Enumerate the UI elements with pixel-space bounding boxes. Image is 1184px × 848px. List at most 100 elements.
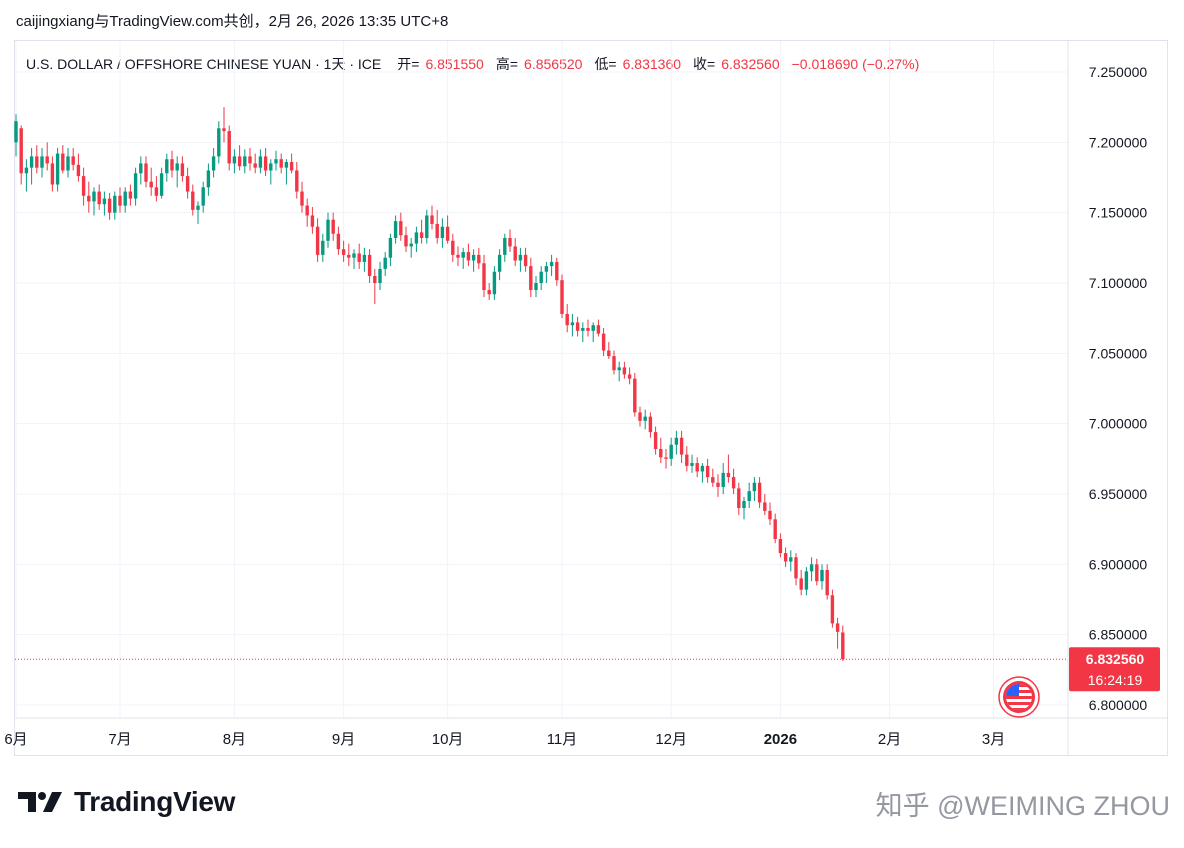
author-watermark: 知乎 @WEIMING ZHOU	[875, 791, 1170, 821]
candle-body	[643, 416, 647, 421]
candle-body	[61, 153, 65, 171]
candle-body	[794, 557, 798, 579]
candle-body	[81, 176, 86, 196]
candle-body	[367, 254, 372, 276]
candle-body	[29, 156, 34, 168]
candle-body	[820, 569, 824, 582]
candle-body	[352, 253, 356, 258]
candle-body	[243, 156, 247, 167]
candle-body	[716, 482, 720, 487]
candle-body	[841, 632, 845, 660]
candle-body	[612, 356, 616, 371]
candle-body	[726, 472, 731, 478]
x-tick-label: 7月	[108, 731, 131, 748]
x-tick-label: 6月	[4, 731, 27, 748]
candle-body	[815, 564, 819, 582]
candle-body	[778, 539, 783, 554]
candle-body	[279, 159, 283, 168]
candle-body	[487, 290, 491, 295]
candle-body	[789, 557, 793, 562]
tradingview-logo-icon	[18, 792, 62, 812]
candle-body	[45, 156, 49, 164]
candle-body	[357, 253, 361, 262]
candle-body	[425, 215, 429, 238]
candle-body	[731, 477, 736, 489]
candle-body	[627, 374, 632, 379]
candle-body	[638, 412, 642, 421]
chart-frame[interactable]	[14, 40, 1168, 756]
candle-body	[14, 121, 18, 143]
candle-body	[445, 226, 450, 241]
candle-body	[482, 263, 486, 291]
candle-body	[711, 477, 715, 483]
candle-body	[50, 163, 55, 185]
candle-body	[653, 432, 658, 449]
candle-body	[456, 254, 460, 258]
logo-wordmark: TradingView	[74, 786, 236, 817]
candle-body	[705, 465, 710, 478]
candle-body	[341, 249, 346, 255]
candle-body	[222, 128, 226, 132]
close-value: 6.832560	[721, 56, 780, 72]
candle-body	[757, 482, 762, 503]
candle-body	[92, 191, 96, 202]
candle-body	[565, 313, 569, 326]
candle-body	[274, 159, 278, 164]
y-tick-label: 7.150000	[1089, 205, 1148, 221]
candle-body	[159, 173, 164, 196]
candle-body	[118, 195, 122, 206]
candle-body	[289, 162, 294, 171]
candle-body	[539, 271, 543, 283]
candle-body	[835, 623, 840, 632]
candle-body	[440, 226, 445, 238]
candle-body	[466, 252, 471, 261]
candle-body	[669, 444, 673, 459]
candle-body	[211, 156, 216, 171]
candle-body	[284, 162, 289, 168]
candle-body	[310, 215, 315, 227]
candle-body	[773, 519, 777, 540]
candle-body	[529, 266, 533, 291]
candle-body	[752, 482, 757, 492]
candle-body	[523, 254, 528, 267]
candle-body	[378, 268, 382, 283]
chart-legend: U.S. DOLLAR / OFFSHORE CHINESE YUAN · 1天…	[26, 54, 919, 74]
candle-body	[508, 237, 512, 247]
x-tick-label: 3月	[982, 731, 1005, 748]
candle-body	[113, 195, 117, 213]
candle-body	[549, 261, 554, 267]
candle-body	[570, 322, 575, 326]
candle-body	[518, 254, 523, 261]
candle-body	[175, 163, 179, 171]
low-label: 低=	[594, 56, 617, 72]
candle-body	[66, 156, 70, 171]
us-flag-icon[interactable]	[998, 676, 1040, 718]
candle-body	[659, 448, 663, 458]
open-value: 6.851550	[425, 56, 484, 72]
candle-body	[809, 564, 814, 572]
candle-body	[799, 578, 803, 590]
tradingview-logo[interactable]: TradingView	[18, 786, 235, 818]
candle-body	[497, 254, 502, 272]
x-tick-label: 10月	[432, 731, 464, 748]
grid-layer	[15, 41, 1068, 718]
axis-layer: 7.250000 7.200000 7.150000 7.100000 7.050000…	[4, 41, 1168, 756]
candle-body	[674, 437, 679, 445]
change-value: −0.018690 (−0.27%)	[791, 56, 920, 72]
x-tick-label: 12月	[655, 731, 687, 748]
candle-body	[430, 215, 434, 224]
candle-body	[154, 187, 159, 196]
price-badge: 6.832560 16:24:19	[1069, 647, 1160, 692]
price-badge-bg	[1069, 647, 1160, 692]
candle-body	[648, 416, 653, 433]
y-tick-label: 6.900000	[1089, 556, 1148, 572]
candle-body	[690, 463, 694, 466]
candle-body	[300, 191, 304, 206]
high-value: 6.856520	[524, 56, 583, 72]
candle-body	[513, 246, 517, 261]
candle-body	[633, 378, 637, 413]
candle-body	[191, 191, 195, 210]
x-tick-label: 2月	[878, 731, 901, 748]
candle-body	[596, 325, 601, 334]
